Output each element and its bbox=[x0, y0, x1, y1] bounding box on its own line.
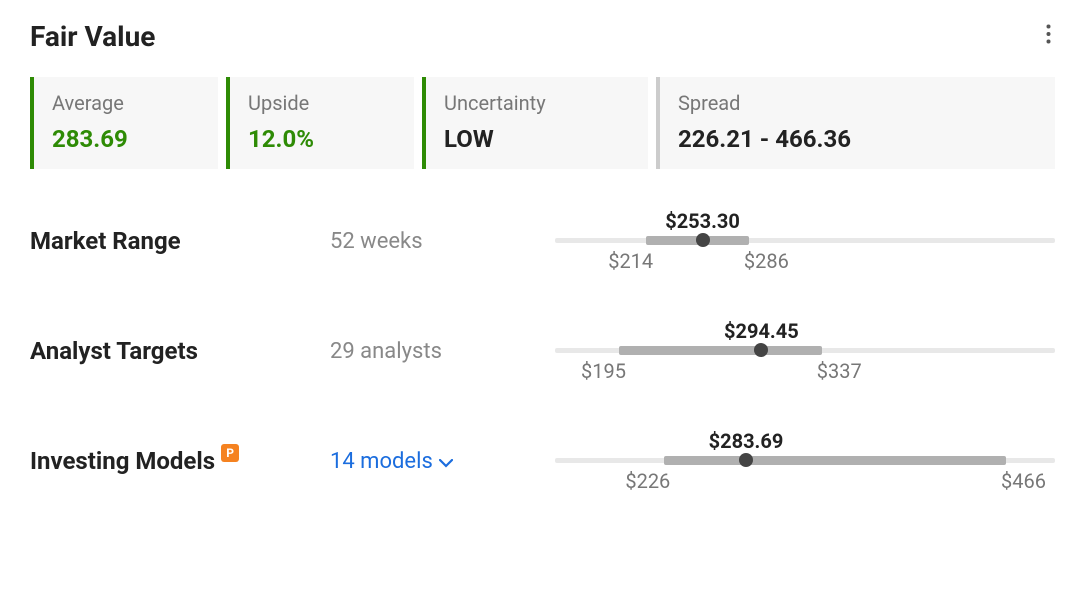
page-title: Fair Value bbox=[30, 20, 155, 53]
summary-card-average: Average 283.69 bbox=[30, 77, 218, 169]
premium-badge-icon: P bbox=[221, 444, 239, 462]
row-label: Analyst Targets bbox=[30, 337, 330, 365]
slider-value-high: $466 bbox=[1001, 469, 1046, 493]
row-label: Market Range bbox=[30, 227, 330, 255]
summary-label: Spread bbox=[678, 91, 1035, 115]
row-sub-text: 29 analysts bbox=[330, 339, 442, 364]
row-label-text: Analyst Targets bbox=[30, 337, 198, 365]
summary-label: Upside bbox=[248, 91, 394, 115]
summary-label: Average bbox=[52, 91, 198, 115]
slider-value-current: $253.30 bbox=[665, 209, 740, 233]
slider-range-bar bbox=[619, 346, 822, 355]
row-label: Investing Models P bbox=[30, 447, 330, 475]
slider-value-low: $214 bbox=[608, 249, 653, 273]
data-rows: Market Range 52 weeks $253.30 $214 $286 Analy… bbox=[30, 209, 1055, 493]
slider-value-low: $195 bbox=[581, 359, 626, 383]
row-analyst-targets: Analyst Targets 29 analysts $294.45 $195 $33… bbox=[30, 319, 1055, 383]
summary-card-uncertainty: Uncertainty LOW bbox=[422, 77, 648, 169]
summary-cards: Average 283.69 Upside 12.0% Uncertainty LOW Sp… bbox=[30, 77, 1055, 169]
summary-value: LOW bbox=[444, 125, 628, 153]
range-slider: $253.30 $214 $286 bbox=[555, 209, 1055, 273]
summary-value: 226.21 - 466.36 bbox=[678, 125, 1035, 153]
summary-value: 283.69 bbox=[52, 125, 198, 153]
slider-point bbox=[739, 453, 753, 467]
header: Fair Value bbox=[30, 20, 1055, 53]
more-options-icon[interactable] bbox=[1042, 24, 1055, 50]
row-sub[interactable]: 14 models bbox=[330, 449, 555, 474]
slider-point bbox=[696, 233, 710, 247]
row-investing-models: Investing Models P 14 models $283.69 $226 $46… bbox=[30, 429, 1055, 493]
summary-card-upside: Upside 12.0% bbox=[226, 77, 414, 169]
range-slider: $294.45 $195 $337 bbox=[555, 319, 1055, 383]
slider-value-high: $337 bbox=[817, 359, 862, 383]
row-market-range: Market Range 52 weeks $253.30 $214 $286 bbox=[30, 209, 1055, 273]
row-label-text: Market Range bbox=[30, 227, 181, 255]
summary-label: Uncertainty bbox=[444, 91, 628, 115]
row-label-text: Investing Models bbox=[30, 447, 215, 475]
range-slider: $283.69 $226 $466 bbox=[555, 429, 1055, 493]
slider-value-current: $294.45 bbox=[724, 319, 799, 343]
row-sub-text: 14 models bbox=[330, 449, 433, 474]
slider-track bbox=[555, 238, 1055, 243]
summary-card-spread: Spread 226.21 - 466.36 bbox=[656, 77, 1055, 169]
slider-value-high: $286 bbox=[744, 249, 789, 273]
row-sub: 29 analysts bbox=[330, 339, 555, 364]
row-sub-text: 52 weeks bbox=[330, 229, 423, 254]
slider-range-bar bbox=[664, 456, 1007, 465]
slider-value-current: $283.69 bbox=[709, 429, 784, 453]
summary-value: 12.0% bbox=[248, 125, 394, 153]
row-sub: 52 weeks bbox=[330, 229, 555, 254]
slider-point bbox=[754, 343, 768, 357]
slider-value-low: $226 bbox=[625, 469, 670, 493]
chevron-down-icon bbox=[439, 449, 453, 474]
